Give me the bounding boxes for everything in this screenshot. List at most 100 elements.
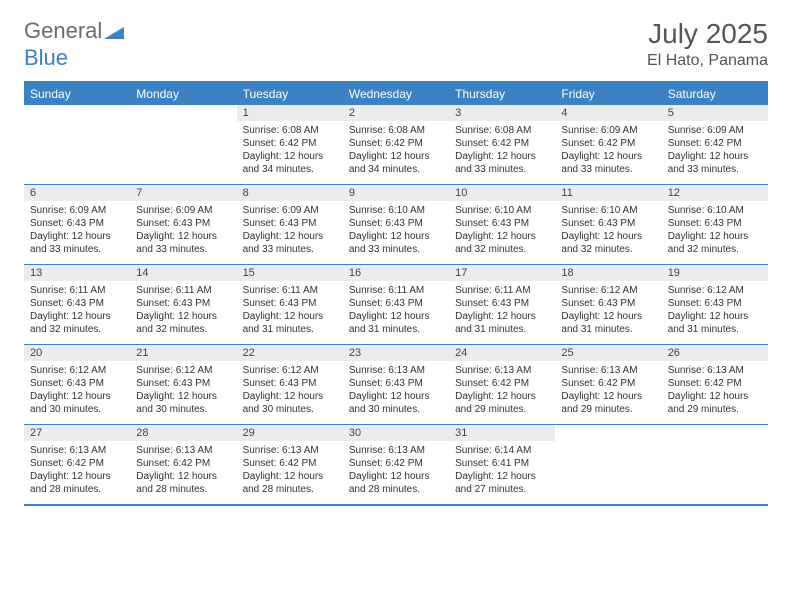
day-cell — [555, 441, 661, 504]
daynum-cell: 22 — [237, 345, 343, 361]
day-cell: Sunrise: 6:13 AMSunset: 6:42 PMDaylight:… — [343, 441, 449, 504]
dayhead-mon: Monday — [130, 83, 236, 105]
day-detail-line: Daylight: 12 hours — [668, 230, 762, 243]
day-detail-line: and 33 minutes. — [668, 163, 762, 176]
daynum-cell: 21 — [130, 345, 236, 361]
daynum-cell: 17 — [449, 265, 555, 281]
dayhead-thu: Thursday — [449, 83, 555, 105]
day-detail-line: Daylight: 12 hours — [136, 470, 230, 483]
day-detail-line: Sunrise: 6:08 AM — [243, 124, 337, 137]
day-detail-line: Daylight: 12 hours — [561, 390, 655, 403]
daynum-cell: 5 — [662, 105, 768, 121]
day-detail-line: Daylight: 12 hours — [243, 390, 337, 403]
dayhead-sun: Sunday — [24, 83, 130, 105]
daynum-cell: 18 — [555, 265, 661, 281]
day-detail-line: Sunset: 6:43 PM — [136, 297, 230, 310]
day-detail-line: Sunset: 6:43 PM — [243, 377, 337, 390]
day-detail-line: Sunrise: 6:12 AM — [30, 364, 124, 377]
day-detail-line: Daylight: 12 hours — [243, 150, 337, 163]
day-detail-line: Daylight: 12 hours — [30, 310, 124, 323]
day-detail-line: and 27 minutes. — [455, 483, 549, 496]
logo-text: General Blue — [24, 18, 124, 71]
day-detail-line: Sunset: 6:42 PM — [561, 137, 655, 150]
day-detail-line: Sunrise: 6:09 AM — [30, 204, 124, 217]
day-detail-line: and 33 minutes. — [136, 243, 230, 256]
day-cell: Sunrise: 6:12 AMSunset: 6:43 PMDaylight:… — [24, 361, 130, 424]
day-detail-line: Sunset: 6:42 PM — [243, 457, 337, 470]
day-detail-line: Sunset: 6:43 PM — [243, 297, 337, 310]
daynum-cell — [24, 105, 130, 121]
day-detail-line: Sunset: 6:42 PM — [349, 457, 443, 470]
daynum-cell: 12 — [662, 185, 768, 201]
dayhead-wed: Wednesday — [343, 83, 449, 105]
day-detail-line: Sunrise: 6:09 AM — [136, 204, 230, 217]
daynum-row: 12345 — [24, 105, 768, 121]
day-detail-line: Sunrise: 6:12 AM — [561, 284, 655, 297]
day-detail-line: Sunrise: 6:12 AM — [668, 284, 762, 297]
daynum-cell: 31 — [449, 425, 555, 441]
day-detail-line: Daylight: 12 hours — [30, 390, 124, 403]
day-cell: Sunrise: 6:09 AMSunset: 6:42 PMDaylight:… — [662, 121, 768, 184]
day-detail-line: Sunrise: 6:13 AM — [349, 444, 443, 457]
dayhead-tue: Tuesday — [237, 83, 343, 105]
day-detail-line: and 33 minutes. — [561, 163, 655, 176]
content-row: Sunrise: 6:12 AMSunset: 6:43 PMDaylight:… — [24, 361, 768, 424]
daynum-cell: 6 — [24, 185, 130, 201]
daynum-cell — [555, 425, 661, 441]
month-title: July 2025 — [647, 18, 768, 50]
day-detail-line: Sunrise: 6:08 AM — [455, 124, 549, 137]
day-cell: Sunrise: 6:09 AMSunset: 6:43 PMDaylight:… — [24, 201, 130, 264]
day-detail-line: Sunset: 6:42 PM — [455, 137, 549, 150]
day-detail-line: and 31 minutes. — [668, 323, 762, 336]
day-detail-line: Sunset: 6:42 PM — [30, 457, 124, 470]
day-detail-line: Sunrise: 6:12 AM — [243, 364, 337, 377]
day-detail-line: Sunset: 6:42 PM — [455, 377, 549, 390]
daynum-cell: 8 — [237, 185, 343, 201]
day-detail-line: and 34 minutes. — [349, 163, 443, 176]
day-detail-line: and 28 minutes. — [243, 483, 337, 496]
daynum-cell — [130, 105, 236, 121]
day-cell: Sunrise: 6:08 AMSunset: 6:42 PMDaylight:… — [343, 121, 449, 184]
day-detail-line: Sunset: 6:41 PM — [455, 457, 549, 470]
day-detail-line: Sunset: 6:42 PM — [243, 137, 337, 150]
day-cell: Sunrise: 6:09 AMSunset: 6:43 PMDaylight:… — [130, 201, 236, 264]
day-detail-line: and 33 minutes. — [455, 163, 549, 176]
logo-word1: General — [24, 18, 102, 43]
day-detail-line: Sunset: 6:43 PM — [243, 217, 337, 230]
day-detail-line: Sunrise: 6:13 AM — [561, 364, 655, 377]
daynum-cell: 13 — [24, 265, 130, 281]
day-detail-line: Sunrise: 6:13 AM — [349, 364, 443, 377]
day-detail-line: and 32 minutes. — [30, 323, 124, 336]
day-detail-line: Sunset: 6:42 PM — [561, 377, 655, 390]
day-detail-line: Daylight: 12 hours — [243, 230, 337, 243]
day-detail-line: Sunrise: 6:10 AM — [668, 204, 762, 217]
day-detail-line: Sunrise: 6:13 AM — [455, 364, 549, 377]
day-cell: Sunrise: 6:11 AMSunset: 6:43 PMDaylight:… — [449, 281, 555, 344]
day-detail-line: Daylight: 12 hours — [30, 230, 124, 243]
daynum-cell: 4 — [555, 105, 661, 121]
day-detail-line: Sunset: 6:42 PM — [668, 137, 762, 150]
day-detail-line: Daylight: 12 hours — [349, 390, 443, 403]
day-detail-line: Daylight: 12 hours — [561, 150, 655, 163]
day-cell: Sunrise: 6:11 AMSunset: 6:43 PMDaylight:… — [24, 281, 130, 344]
daynum-row: 20212223242526 — [24, 345, 768, 361]
daynum-row: 13141516171819 — [24, 265, 768, 281]
day-detail-line: and 29 minutes. — [455, 403, 549, 416]
day-detail-line: Daylight: 12 hours — [349, 150, 443, 163]
day-detail-line: Daylight: 12 hours — [243, 310, 337, 323]
day-detail-line: Daylight: 12 hours — [561, 310, 655, 323]
day-detail-line: Sunset: 6:43 PM — [349, 217, 443, 230]
day-detail-line: Sunset: 6:43 PM — [455, 297, 549, 310]
day-detail-line: Sunrise: 6:09 AM — [668, 124, 762, 137]
day-cell: Sunrise: 6:13 AMSunset: 6:42 PMDaylight:… — [130, 441, 236, 504]
daynum-cell: 15 — [237, 265, 343, 281]
day-cell: Sunrise: 6:10 AMSunset: 6:43 PMDaylight:… — [343, 201, 449, 264]
day-detail-line: Daylight: 12 hours — [668, 310, 762, 323]
day-detail-line: Sunset: 6:43 PM — [349, 297, 443, 310]
day-cell: Sunrise: 6:13 AMSunset: 6:42 PMDaylight:… — [449, 361, 555, 424]
day-detail-line: Sunrise: 6:10 AM — [561, 204, 655, 217]
day-detail-line: and 33 minutes. — [30, 243, 124, 256]
day-detail-line: and 31 minutes. — [455, 323, 549, 336]
day-detail-line: and 29 minutes. — [561, 403, 655, 416]
day-detail-line: Sunset: 6:43 PM — [668, 217, 762, 230]
